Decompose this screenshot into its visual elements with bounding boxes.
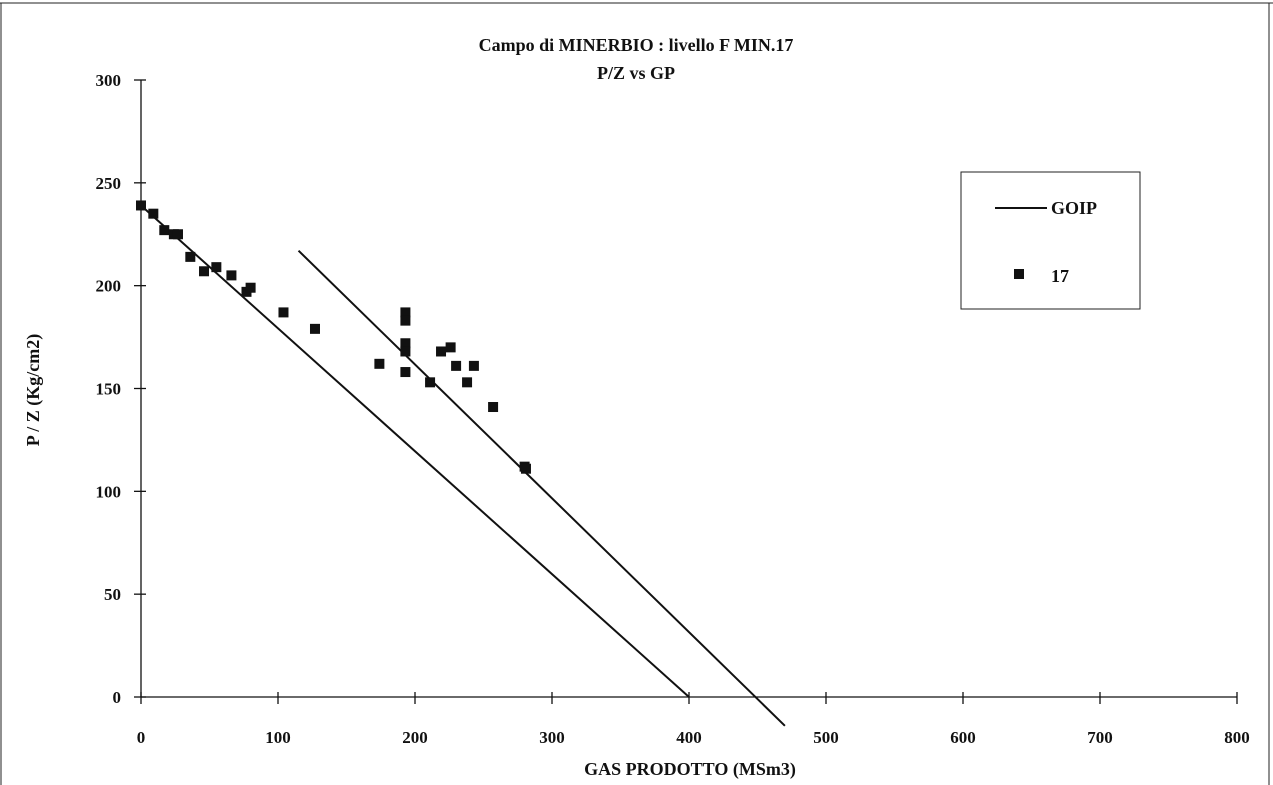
goip-lines (140, 204, 786, 727)
data-point (400, 338, 411, 349)
data-point (245, 282, 256, 293)
legend-label-17: 17 (1051, 266, 1069, 286)
y-tick-label: 50 (104, 585, 121, 604)
legend: GOIP 17 (960, 171, 1141, 310)
x-tick-label: 300 (539, 728, 565, 747)
data-point (468, 360, 479, 371)
data-point (172, 229, 183, 240)
data-point (462, 377, 473, 388)
y-tick-label: 250 (96, 174, 122, 193)
data-point (136, 200, 146, 211)
y-tick-label: 200 (96, 277, 122, 296)
x-ticks: 0 100 200 300 400 500 600 700 800 (137, 692, 1250, 747)
x-tick-label: 100 (265, 728, 291, 747)
y-tick-label: 300 (96, 71, 122, 90)
data-point (425, 377, 436, 388)
data-point (309, 323, 320, 334)
chart-subtitle: P/Z vs GP (597, 63, 675, 83)
legend-label-goip: GOIP (1051, 198, 1097, 218)
data-point (436, 346, 447, 357)
y-axis-label: P / Z (Kg/cm2) (23, 334, 44, 446)
data-point (159, 225, 170, 236)
goip-line (297, 249, 786, 727)
y-tick-label: 0 (113, 688, 122, 707)
x-tick-label: 800 (1224, 728, 1250, 747)
x-tick-label: 600 (950, 728, 976, 747)
y-tick-label: 150 (96, 380, 122, 399)
data-point (278, 307, 289, 318)
data-point (445, 342, 456, 353)
data-point (400, 307, 411, 318)
data-point (400, 315, 411, 326)
legend-marker-swatch (1014, 269, 1024, 279)
data-point (488, 402, 499, 413)
x-tick-label: 400 (676, 728, 702, 747)
x-tick-label: 700 (1087, 728, 1113, 747)
data-point (400, 346, 411, 357)
data-point (148, 208, 159, 219)
x-axis-label: GAS PRODOTTO (MSm3) (584, 759, 796, 780)
data-point (451, 360, 462, 371)
data-point (226, 270, 237, 281)
data-point (400, 367, 411, 378)
y-ticks: 0 50 100 150 200 250 300 (96, 71, 146, 707)
legend-box (960, 171, 1141, 310)
data-point (211, 262, 222, 273)
data-point (374, 358, 385, 369)
x-tick-label: 500 (813, 728, 839, 747)
x-tick-label: 200 (402, 728, 428, 747)
goip-line (140, 204, 690, 698)
chart-title: Campo di MINERBIO : livello F MIN.17 (479, 35, 794, 55)
data-point (185, 251, 196, 262)
data-point (520, 463, 531, 474)
data-point (199, 266, 210, 277)
data-points (136, 200, 531, 474)
x-tick-label: 0 (137, 728, 146, 747)
y-tick-label: 100 (96, 482, 122, 501)
